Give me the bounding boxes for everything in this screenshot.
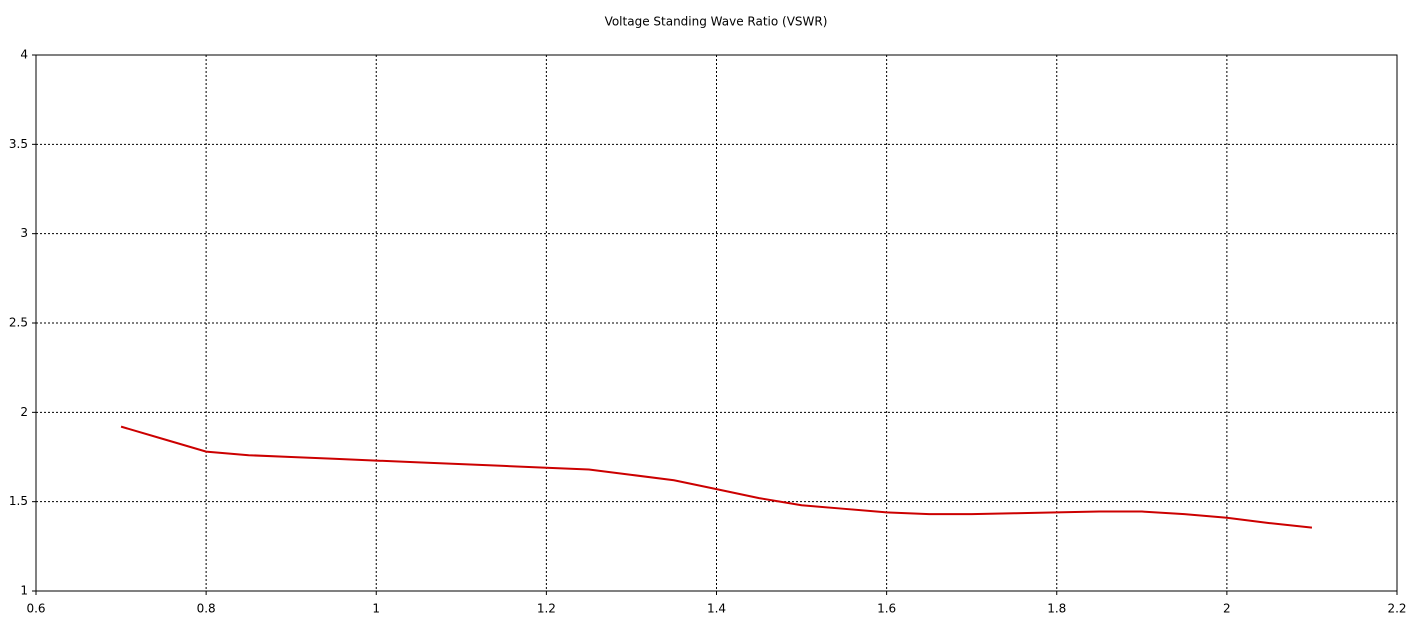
x-tick-label: 0.8 [197,602,216,616]
y-tick-label: 2.5 [9,316,28,330]
x-tick-label: 1 [372,602,380,616]
x-tick-label: 2.2 [1387,602,1406,616]
y-tick-label: 4 [20,48,28,62]
y-tick-label: 1 [20,584,28,598]
x-tick-label: 1.8 [1047,602,1066,616]
x-tick-label: 1.2 [537,602,556,616]
y-tick-label: 1.5 [9,494,28,508]
x-tick-label: 2 [1223,602,1231,616]
y-tick-label: 2 [20,405,28,419]
chart-title: Voltage Standing Wave Ratio (VSWR) [605,15,828,29]
y-tick-label: 3 [20,226,28,240]
x-tick-label: 1.6 [877,602,896,616]
x-tick-label: 0.6 [26,602,45,616]
y-tick-label: 3.5 [9,137,28,151]
x-tick-label: 1.4 [707,602,726,616]
vswr-line [120,425,1313,529]
